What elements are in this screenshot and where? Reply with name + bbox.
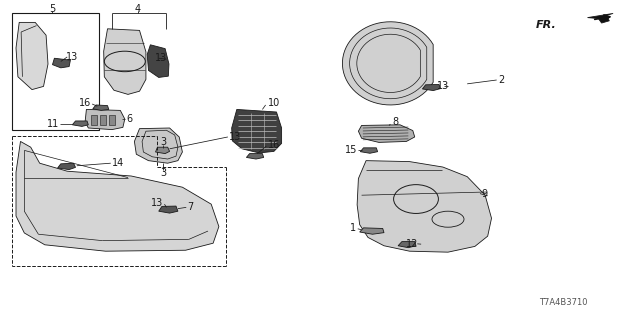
Polygon shape	[16, 22, 48, 90]
Polygon shape	[232, 109, 282, 153]
Text: FR.: FR.	[536, 20, 557, 30]
Text: 14: 14	[112, 158, 124, 168]
Polygon shape	[422, 84, 440, 91]
Polygon shape	[52, 58, 70, 68]
Polygon shape	[358, 125, 415, 142]
Text: 16: 16	[268, 140, 280, 150]
Polygon shape	[134, 128, 182, 163]
Polygon shape	[246, 154, 264, 159]
Text: 9: 9	[481, 188, 488, 199]
Polygon shape	[360, 148, 378, 153]
Text: 3: 3	[160, 137, 166, 148]
Bar	[100, 115, 106, 125]
Polygon shape	[588, 13, 613, 23]
Bar	[109, 115, 115, 125]
Polygon shape	[357, 161, 492, 252]
Polygon shape	[398, 242, 416, 248]
Polygon shape	[360, 228, 384, 234]
Polygon shape	[58, 163, 76, 170]
Text: 4: 4	[134, 4, 141, 14]
Text: 10: 10	[268, 98, 280, 108]
Polygon shape	[85, 109, 125, 130]
Text: 8: 8	[392, 117, 399, 127]
Polygon shape	[93, 105, 109, 110]
Bar	[12, 13, 99, 130]
Polygon shape	[16, 141, 219, 251]
Text: 13: 13	[66, 52, 79, 62]
Text: 6: 6	[127, 114, 133, 124]
Text: 2: 2	[498, 75, 504, 85]
Polygon shape	[342, 22, 433, 105]
Text: 13: 13	[229, 132, 241, 142]
Polygon shape	[72, 121, 88, 126]
Text: 13: 13	[151, 198, 163, 208]
Text: 15: 15	[345, 145, 357, 156]
Text: 3: 3	[160, 168, 166, 178]
Polygon shape	[104, 29, 146, 94]
Text: 16: 16	[79, 98, 91, 108]
Text: 12: 12	[406, 239, 419, 249]
Text: T7A4B3710: T7A4B3710	[539, 298, 588, 307]
Text: 7: 7	[188, 202, 194, 212]
Polygon shape	[147, 45, 169, 77]
Text: 13: 13	[437, 81, 449, 92]
Polygon shape	[159, 206, 178, 213]
Polygon shape	[156, 147, 170, 154]
Bar	[91, 115, 97, 125]
Text: 11: 11	[47, 118, 59, 129]
Text: 5: 5	[49, 4, 56, 14]
Text: 13: 13	[155, 53, 168, 63]
Text: 1: 1	[350, 223, 356, 234]
